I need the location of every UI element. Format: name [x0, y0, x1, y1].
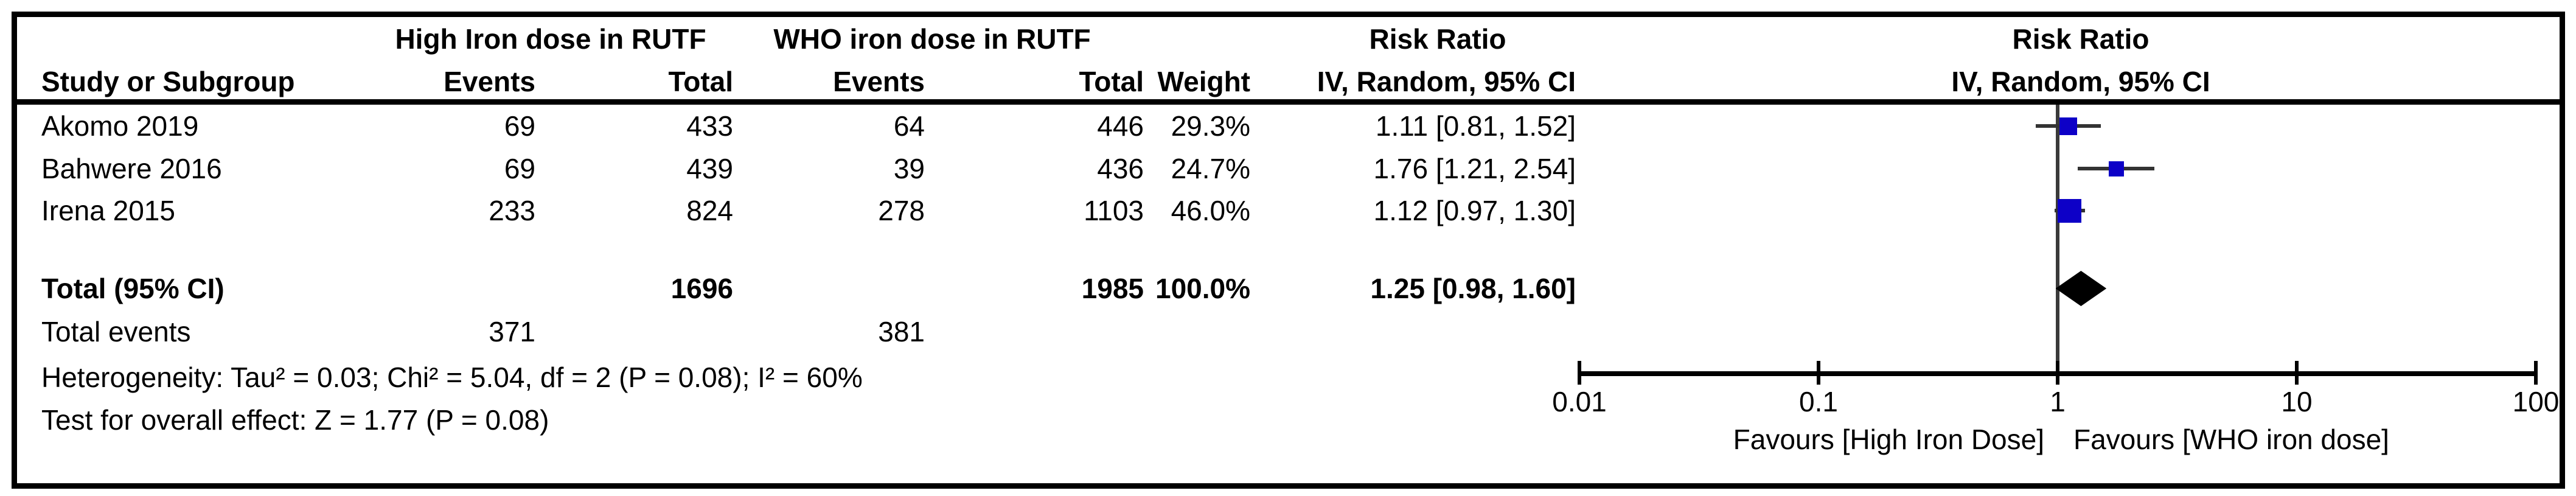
- favours-right-label: Favours [WHO iron dose]: [2073, 424, 2389, 455]
- column-header-events2: Events: [833, 66, 925, 97]
- axis-tick-label: 100: [2512, 386, 2560, 417]
- weight-value: 29.3%: [1171, 110, 1250, 142]
- column-header-total2: Total: [1079, 66, 1144, 97]
- events1-value: 69: [504, 153, 535, 184]
- axis-tick-label: 0.1: [1799, 386, 1838, 417]
- study-marker: [2059, 117, 2078, 135]
- events2-value: 278: [878, 195, 925, 226]
- total-effect-value: 1.25 [0.98, 1.60]: [1370, 273, 1576, 304]
- events1-value: 233: [489, 195, 535, 226]
- plot-header-line2: IV, Random, 95% CI: [1951, 66, 2210, 97]
- axis-tick: [2534, 361, 2538, 385]
- column-header-study: Study or Subgroup: [41, 66, 295, 97]
- total1-sum: 1696: [670, 273, 733, 304]
- effect-value: 1.76 [1.21, 2.54]: [1373, 153, 1576, 184]
- events2-value: 39: [893, 153, 925, 184]
- axis-tick: [2295, 361, 2299, 385]
- effect-column-header-line1: Risk Ratio: [1369, 23, 1506, 55]
- total-events-group2: 381: [878, 316, 925, 348]
- weight-value: 24.7%: [1171, 153, 1250, 184]
- favours-left-label: Favours [High Iron Dose]: [1733, 424, 2044, 455]
- group1-header: High Iron dose in RUTF: [395, 23, 706, 55]
- total2-value: 436: [1097, 153, 1144, 184]
- heterogeneity-text: Heterogeneity: Tau² = 0.03; Chi² = 5.04,…: [41, 362, 863, 393]
- axis-tick-label: 10: [2281, 386, 2313, 417]
- column-header-weight: Weight: [1157, 66, 1250, 97]
- study-label: Bahwere 2016: [41, 153, 222, 184]
- total2-value: 446: [1097, 110, 1144, 142]
- weight-value: 46.0%: [1171, 195, 1250, 226]
- total2-value: 1103: [1084, 195, 1144, 226]
- events1-value: 69: [504, 110, 535, 142]
- total-label: Total (95% CI): [41, 273, 225, 304]
- total-weight: 100.0%: [1155, 273, 1250, 304]
- null-effect-line: [2056, 105, 2059, 374]
- group2-header: WHO iron dose in RUTF: [773, 23, 1091, 55]
- study-label: Irena 2015: [41, 195, 175, 226]
- events2-value: 64: [893, 110, 925, 142]
- total1-value: 824: [686, 195, 733, 226]
- study-marker: [2108, 161, 2124, 176]
- total-events-group1: 371: [489, 316, 535, 348]
- column-header-effect: IV, Random, 95% CI: [1317, 66, 1576, 97]
- header-separator-line: [12, 99, 2565, 105]
- axis-tick-label: 1: [2050, 386, 2066, 417]
- study-label: Akomo 2019: [41, 110, 199, 142]
- overall-effect-text: Test for overall effect: Z = 1.77 (P = 0…: [41, 404, 549, 436]
- total1-value: 433: [686, 110, 733, 142]
- plot-border: [12, 12, 2565, 489]
- axis-tick: [2056, 361, 2059, 385]
- study-marker: [2057, 198, 2081, 223]
- axis-tick: [1578, 361, 1581, 385]
- total2-sum: 1985: [1081, 273, 1144, 304]
- plot-header-line1: Risk Ratio: [2012, 23, 2150, 55]
- total1-value: 439: [686, 153, 733, 184]
- effect-value: 1.12 [0.97, 1.30]: [1373, 195, 1576, 226]
- column-header-total1: Total: [668, 66, 733, 97]
- axis-tick-label: 0.01: [1552, 386, 1607, 417]
- total-events-label: Total events: [41, 316, 191, 348]
- axis-tick: [1817, 361, 1820, 385]
- effect-value: 1.11 [0.81, 1.52]: [1375, 110, 1576, 142]
- column-header-events1: Events: [444, 66, 535, 97]
